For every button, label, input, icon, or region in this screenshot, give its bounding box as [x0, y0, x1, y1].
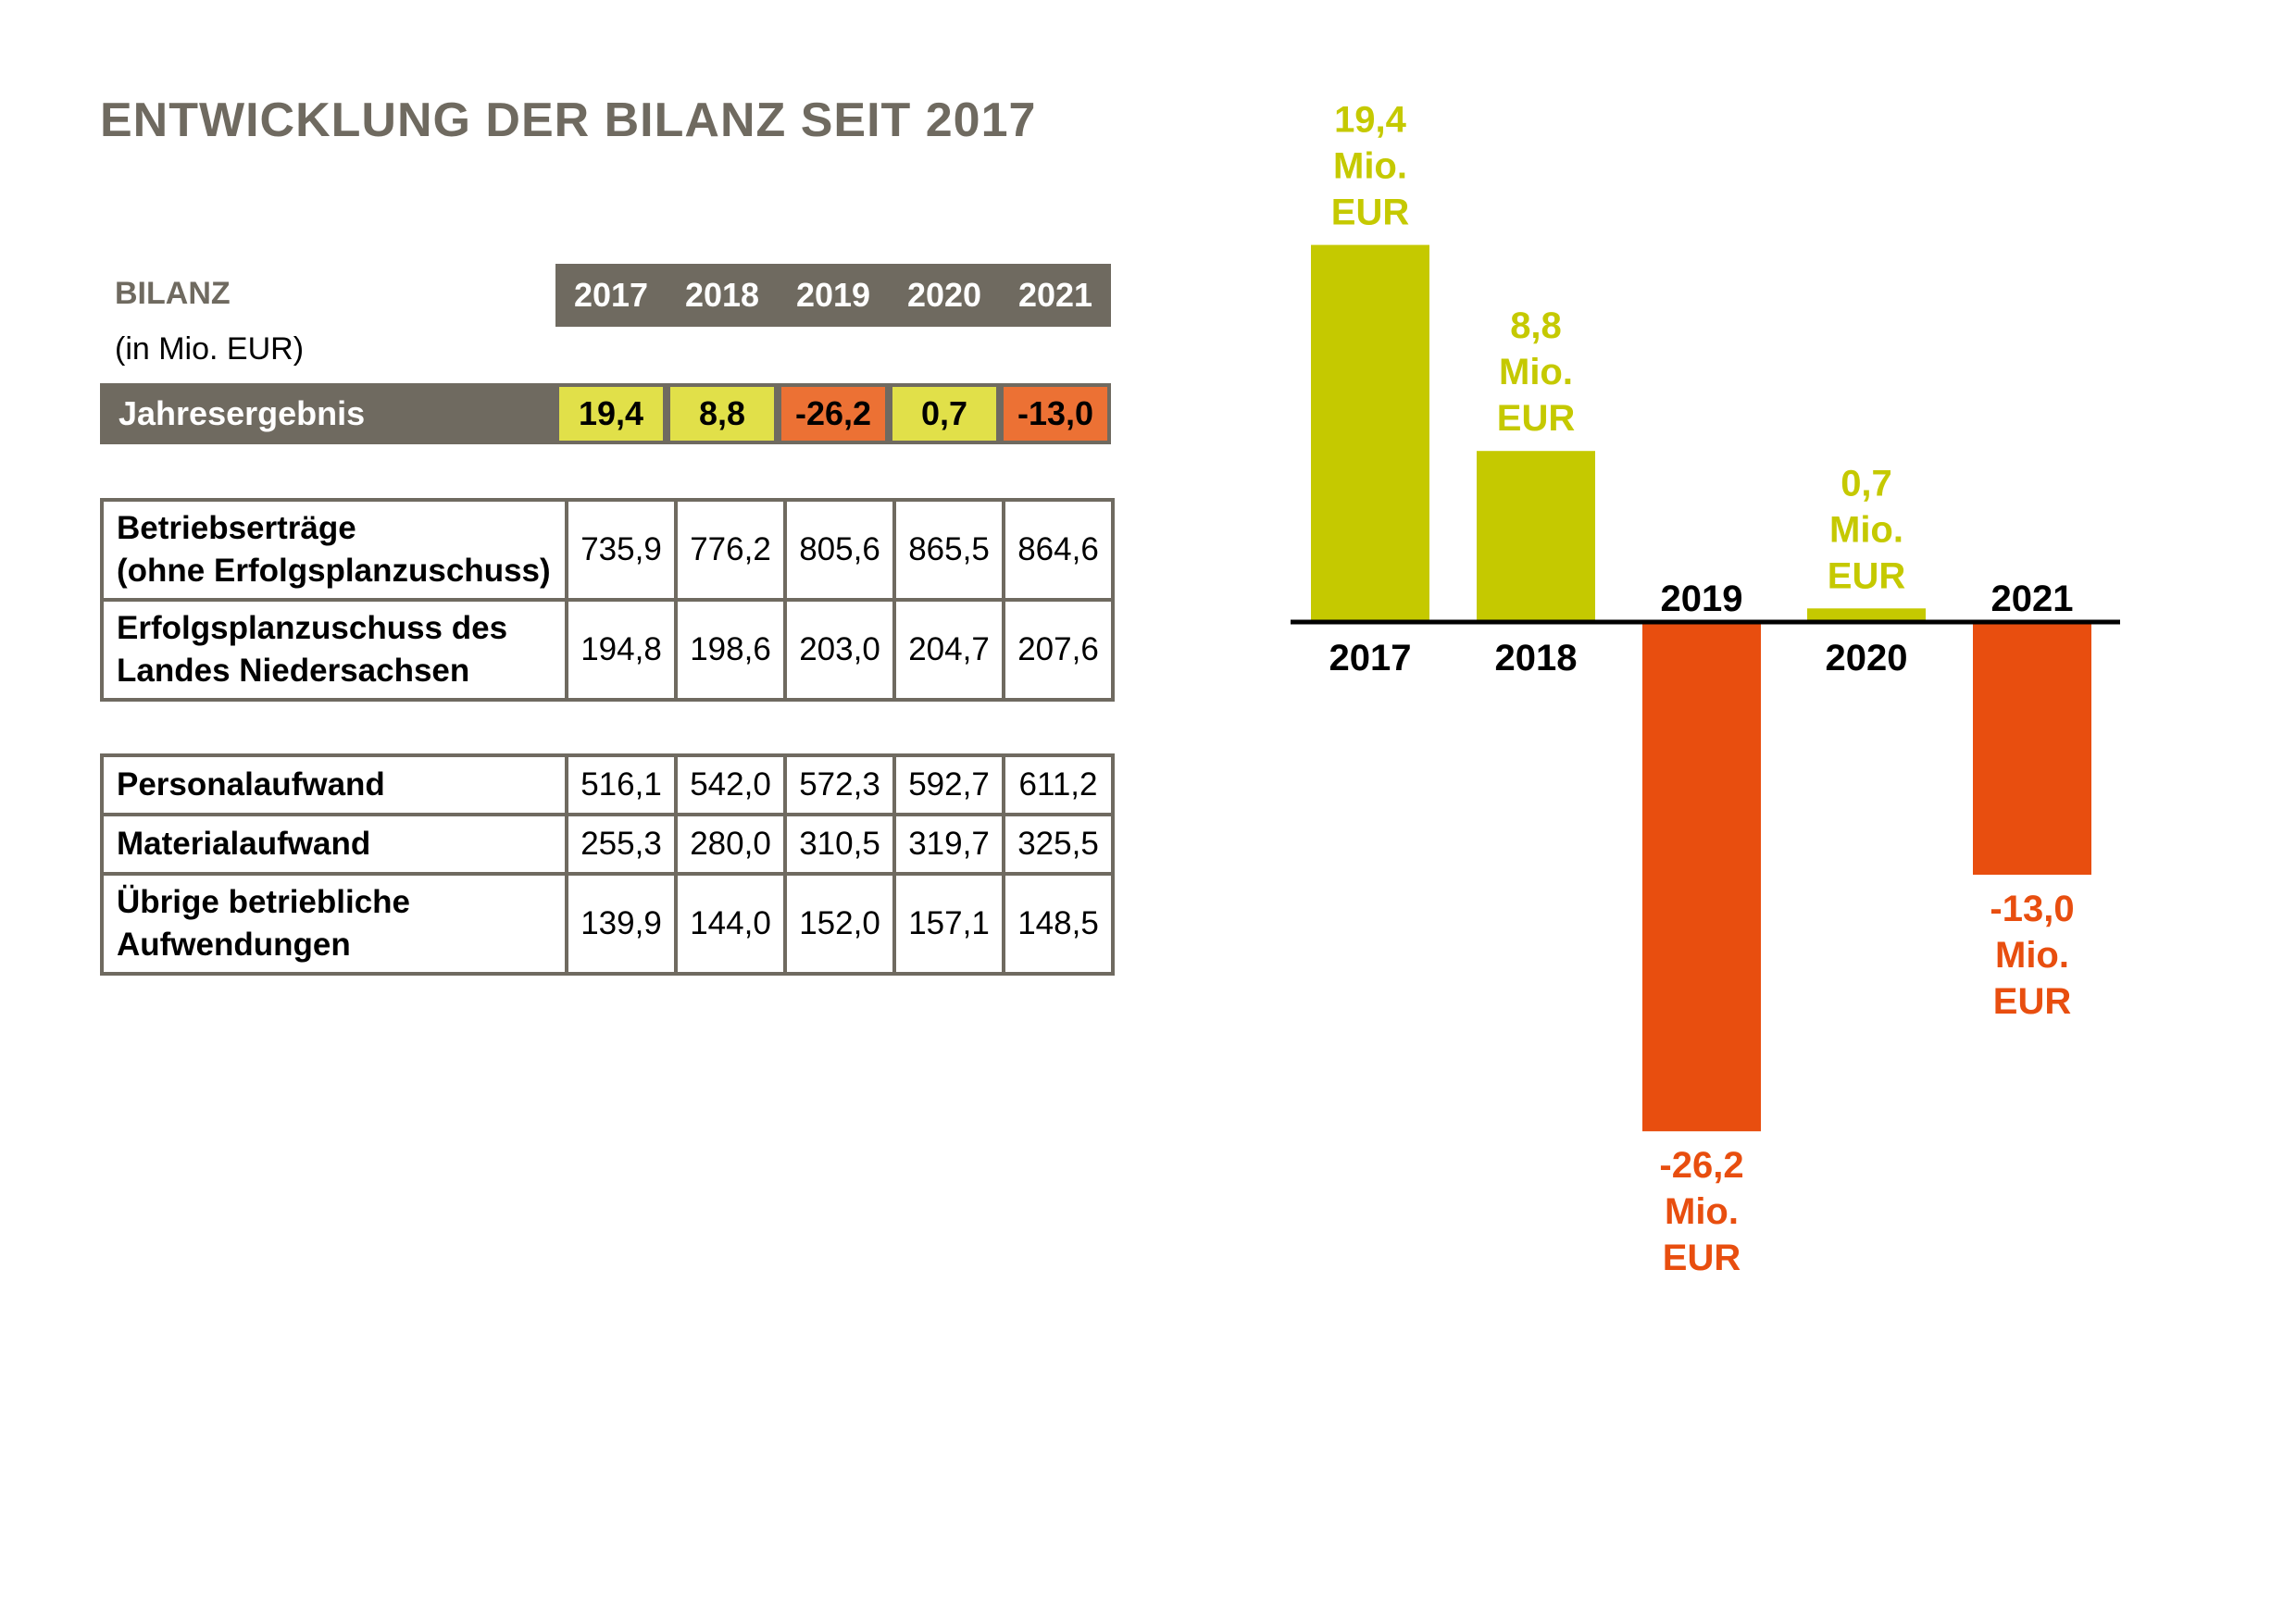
revenue-table: Betriebserträge (ohne Erfolgsplanzuschus… — [100, 498, 1115, 702]
category-label: 2021 — [1991, 579, 2074, 619]
year-header: 2018 — [684, 276, 760, 314]
year-header: 2017 — [573, 276, 649, 314]
cell-value: 325,5 — [1002, 813, 1115, 876]
cell-value: 310,5 — [783, 813, 896, 876]
data-label: EUR — [1331, 193, 1410, 233]
data-label: EUR — [1497, 398, 1576, 439]
cell-value: 516,1 — [565, 753, 678, 816]
cell-value: 148,5 — [1002, 872, 1115, 976]
category-label: 2017 — [1329, 638, 1412, 678]
result-value: -13,0 — [1004, 387, 1107, 441]
row-label: Erfolgsplanzuschuss des Landes Niedersac… — [100, 598, 568, 702]
cell-value: 735,9 — [565, 498, 678, 602]
year-header: 2021 — [1017, 276, 1093, 314]
data-label: 19,4 — [1334, 100, 1407, 141]
data-label: Mio. — [1499, 352, 1573, 392]
year-header: 2020 — [906, 276, 982, 314]
bar — [1973, 622, 2091, 875]
result-value: -26,2 — [781, 387, 885, 441]
bar — [1642, 622, 1761, 1132]
data-label: EUR — [1828, 555, 1906, 596]
result-label: Jahresergebnis — [119, 394, 366, 432]
row-label: Übrige betriebliche Aufwendungen — [100, 872, 568, 976]
data-label: -13,0 — [1990, 889, 2074, 929]
category-label: 2020 — [1826, 638, 1908, 678]
result-row: Jahresergebnis 19,4 8,8 -26,2 0,7 -13,0 — [100, 383, 1111, 444]
cell-value: 776,2 — [674, 498, 787, 602]
data-label: EUR — [1663, 1238, 1741, 1278]
data-label: Mio. — [1333, 146, 1407, 187]
table-row: Personalaufwand 516,1 542,0 572,3 592,7 … — [100, 753, 1115, 816]
years-header: 2017 2018 2019 2020 2021 — [555, 264, 1111, 327]
cell-value: 572,3 — [783, 753, 896, 816]
cell-value: 805,6 — [783, 498, 896, 602]
table-label: BILANZ — [115, 276, 231, 311]
cell-value: 255,3 — [565, 813, 678, 876]
cell-value: 139,9 — [565, 872, 678, 976]
cell-value: 144,0 — [674, 872, 787, 976]
cell-value: 319,7 — [892, 813, 1005, 876]
result-value: 8,8 — [670, 387, 774, 441]
data-label: 8,8 — [1510, 305, 1562, 346]
bar — [1477, 451, 1595, 622]
cell-value: 207,6 — [1002, 598, 1115, 702]
bar — [1807, 608, 1926, 622]
data-label: Mio. — [1665, 1191, 1739, 1232]
data-label: Mio. — [1829, 509, 1903, 550]
cell-value: 203,0 — [783, 598, 896, 702]
cell-value: 611,2 — [1002, 753, 1115, 816]
table-row: Betriebserträge (ohne Erfolgsplanzuschus… — [100, 498, 1115, 602]
result-value: 19,4 — [559, 387, 663, 441]
table-row: Übrige betriebliche Aufwendungen 139,9 1… — [100, 872, 1115, 976]
cell-value: 152,0 — [783, 872, 896, 976]
cell-value: 157,1 — [892, 872, 1005, 976]
data-label: EUR — [1993, 981, 2072, 1022]
row-label: Materialaufwand — [100, 813, 568, 876]
page-title: ENTWICKLUNG DER BILANZ SEIT 2017 — [100, 93, 1037, 147]
data-label: Mio. — [1995, 935, 2069, 976]
cell-value: 542,0 — [674, 753, 787, 816]
table-row: Materialaufwand 255,3 280,0 310,5 319,7 … — [100, 813, 1115, 876]
cell-value: 865,5 — [892, 498, 1005, 602]
table-row: Erfolgsplanzuschuss des Landes Niedersac… — [100, 598, 1115, 702]
category-label: 2018 — [1495, 638, 1578, 678]
year-header: 2019 — [795, 276, 871, 314]
table-unit: (in Mio. EUR) — [115, 331, 305, 367]
cell-value: 280,0 — [674, 813, 787, 876]
data-label: 0,7 — [1841, 463, 1892, 504]
bar — [1311, 244, 1429, 622]
cell-value: 592,7 — [892, 753, 1005, 816]
data-label: -26,2 — [1659, 1145, 1743, 1186]
category-label: 2019 — [1661, 579, 1743, 619]
cell-value: 194,8 — [565, 598, 678, 702]
result-value: 0,7 — [892, 387, 996, 441]
row-label: Betriebserträge (ohne Erfolgsplanzuschus… — [100, 498, 568, 602]
expense-table: Personalaufwand 516,1 542,0 572,3 592,7 … — [100, 753, 1115, 976]
cell-value: 204,7 — [892, 598, 1005, 702]
cell-value: 198,6 — [674, 598, 787, 702]
cell-value: 864,6 — [1002, 498, 1115, 602]
row-label: Personalaufwand — [100, 753, 568, 816]
